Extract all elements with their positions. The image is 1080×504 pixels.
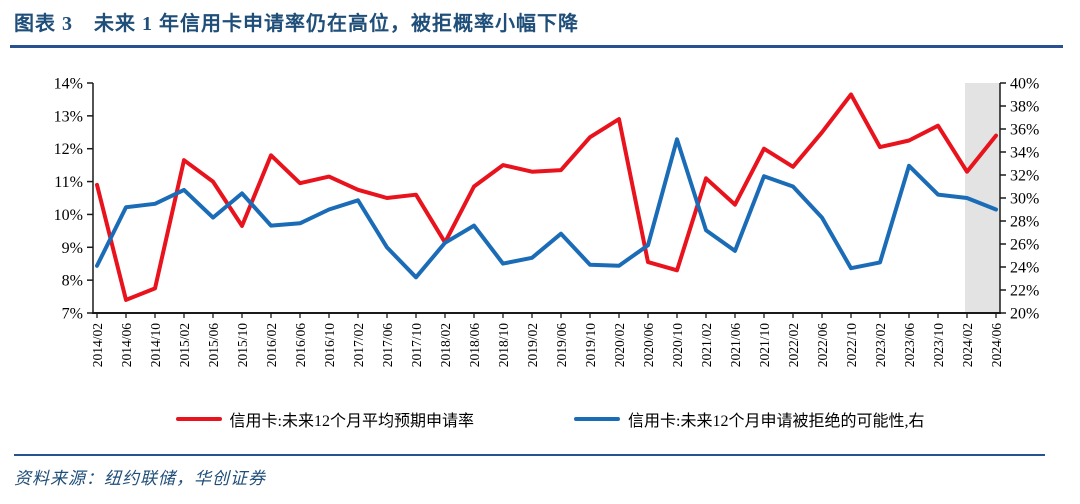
x-axis-tick-label: 2015/06 — [206, 323, 221, 368]
legend-label-rejection-probability: 信用卡:未来12个月申请被拒绝的可能性,右 — [628, 413, 925, 430]
x-axis-tick-label: 2021/02 — [699, 323, 714, 367]
title-divider — [10, 45, 1063, 48]
right-axis-tick-label: 38% — [1010, 99, 1039, 116]
left-axis-tick-label: 14% — [54, 76, 83, 93]
x-axis-tick-label: 2022/06 — [815, 323, 830, 368]
x-axis-tick-label: 2022/02 — [786, 323, 801, 367]
x-axis-tick-label: 2019/02 — [525, 323, 540, 367]
legend-item-rejection-probability: 信用卡:未来12个月申请被拒绝的可能性,右 — [574, 407, 924, 431]
x-axis-tick-label: 2018/10 — [496, 323, 511, 368]
left-axis-tick-label: 7% — [62, 306, 83, 323]
right-axis-tick-label: 20% — [1010, 306, 1039, 323]
left-axis-tick-label: 8% — [62, 273, 83, 290]
x-axis-tick-label: 2017/02 — [351, 323, 366, 367]
legend-label-application-rate: 信用卡:未来12个月平均预期申请率 — [229, 413, 474, 430]
right-axis-tick-label: 40% — [1010, 76, 1039, 93]
left-axis-tick-label: 10% — [54, 207, 83, 224]
left-axis-tick-label: 12% — [54, 141, 83, 158]
x-axis-tick-label: 2016/06 — [293, 323, 308, 368]
x-axis-tick-label: 2020/02 — [612, 323, 627, 367]
x-axis-tick-label: 2016/02 — [264, 323, 279, 367]
source-note: 资料来源：纽约联储，华创证券 — [14, 469, 266, 488]
x-axis-tick-label: 2020/10 — [670, 323, 685, 368]
x-axis-tick-label: 2015/10 — [235, 323, 250, 368]
right-axis-tick-label: 32% — [1010, 168, 1039, 185]
x-axis-tick-label: 2024/02 — [960, 323, 975, 367]
right-axis-tick-label: 36% — [1010, 122, 1039, 139]
x-axis-tick-label: 2021/10 — [757, 323, 772, 368]
red-line-swatch — [175, 417, 222, 421]
x-axis-tick-label: 2019/06 — [554, 323, 569, 368]
left-axis-tick-label: 11% — [54, 174, 83, 191]
x-axis-tick-label: 2020/06 — [641, 323, 656, 368]
x-axis-tick-label: 2022/10 — [844, 323, 859, 368]
x-axis-tick-label: 2024/06 — [989, 323, 1004, 368]
series-line-0 — [95, 92, 998, 302]
x-axis-tick-label: 2023/06 — [902, 323, 917, 368]
x-axis-tick-label: 2021/06 — [728, 323, 743, 368]
footer-divider — [14, 454, 1045, 456]
figure-title: 图表 3 未来 1 年信用卡申请率仍在高位，被拒概率小幅下降 — [14, 13, 579, 35]
right-axis-tick-label: 34% — [1010, 145, 1039, 162]
x-axis-tick-label: 2016/10 — [322, 323, 337, 368]
x-axis-tick-label: 2018/02 — [438, 323, 453, 367]
x-axis-tick-label: 2019/10 — [583, 323, 598, 368]
x-axis-tick-label: 2015/02 — [177, 323, 192, 367]
right-axis-tick-label: 22% — [1010, 283, 1039, 300]
legend-item-application-rate: 信用卡:未来12个月平均预期申请率 — [175, 407, 474, 431]
right-axis-tick-label: 28% — [1010, 214, 1039, 231]
x-axis-tick-label: 2014/02 — [90, 323, 105, 367]
chart-legend: 信用卡:未来12个月平均预期申请率 信用卡:未来12个月申请被拒绝的可能性,右 — [10, 407, 1080, 431]
right-axis-tick-label: 26% — [1010, 237, 1039, 254]
x-axis-tick-label: 2023/10 — [931, 323, 946, 368]
right-axis-tick-label: 24% — [1010, 260, 1039, 277]
x-axis-tick-label: 2017/10 — [409, 323, 424, 368]
x-axis-tick-label: 2014/10 — [148, 323, 163, 368]
x-axis-tick-label: 2018/06 — [467, 323, 482, 368]
x-axis-tick-label: 2014/06 — [119, 323, 134, 368]
right-axis-tick-label: 30% — [1010, 191, 1039, 208]
left-axis-tick-label: 13% — [54, 108, 83, 125]
x-axis-tick-label: 2023/02 — [873, 323, 888, 367]
series-line-1 — [95, 137, 998, 280]
blue-line-swatch — [574, 417, 620, 421]
left-axis-tick-label: 9% — [62, 240, 83, 257]
x-axis-tick-label: 2017/06 — [380, 323, 395, 368]
